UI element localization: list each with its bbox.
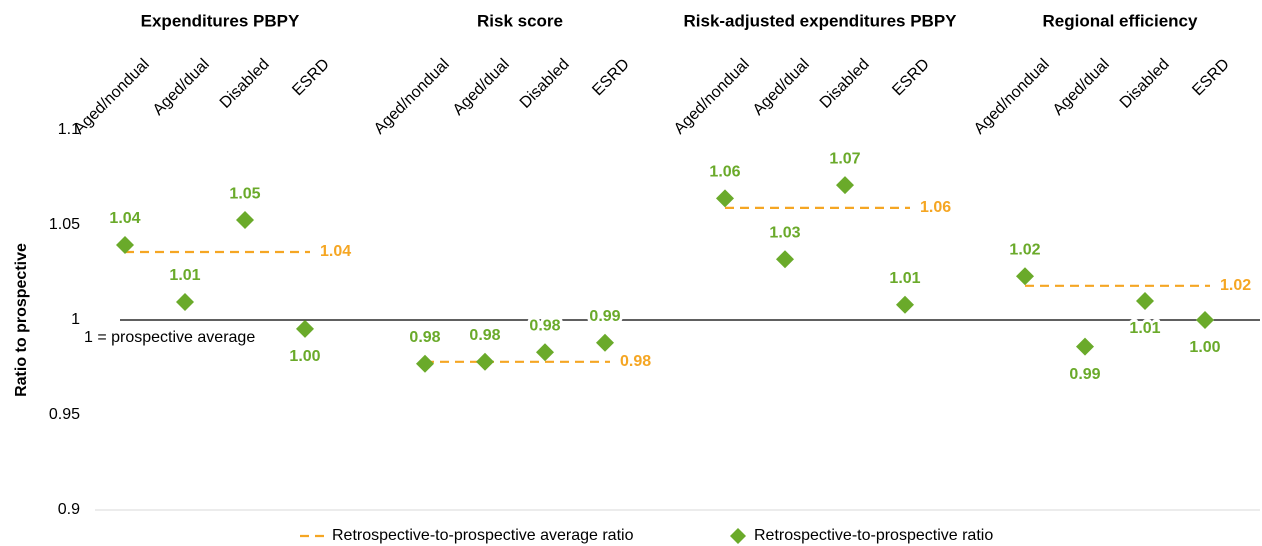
diamond	[596, 333, 614, 352]
panel-title: Risk-adjusted expenditures PBPY	[683, 11, 957, 30]
panel-title: Risk score	[477, 11, 563, 30]
category-label: Aged/nondual	[971, 56, 1053, 138]
category-label: Aged/nondual	[71, 56, 153, 138]
diamond	[896, 295, 914, 314]
diamond	[236, 211, 254, 230]
diamond	[776, 250, 794, 269]
value-label: 1.07	[829, 150, 860, 167]
diamond	[416, 354, 434, 373]
value-label: 1.06	[709, 164, 740, 181]
category-label: Aged/nondual	[671, 56, 753, 138]
value-label: 1.00	[289, 348, 320, 365]
category-label: ESRD	[289, 56, 332, 99]
value-label: 1.03	[769, 224, 800, 241]
category-label: ESRD	[1189, 56, 1232, 99]
category-label: Aged/dual	[750, 56, 813, 119]
diamond	[116, 235, 134, 254]
diamond	[1076, 337, 1094, 356]
diamond	[536, 343, 554, 362]
diamond	[1196, 311, 1214, 329]
y-tick-label: 0.9	[58, 501, 80, 518]
value-label: 1.02	[1009, 242, 1040, 259]
panel-title: Regional efficiency	[1043, 11, 1198, 30]
annotation: 1 = prospective average	[84, 329, 255, 346]
value-label: 1.01	[1129, 320, 1160, 337]
diamond	[296, 319, 314, 338]
legend-label: Retrospective-to-prospective ratio	[754, 527, 993, 544]
value-label: 0.98	[409, 329, 440, 346]
average-label: 1.04	[320, 243, 351, 260]
legend-swatch	[730, 528, 746, 544]
value-label: 1.04	[109, 210, 140, 227]
y-tick-label: 1.05	[49, 216, 80, 233]
y-tick-label: 1.1	[58, 121, 80, 138]
category-label: Disabled	[517, 56, 573, 112]
average-label: 1.02	[1220, 277, 1251, 294]
value-label: 1.01	[889, 270, 920, 287]
diamond	[836, 176, 854, 195]
diamond	[716, 189, 734, 208]
value-label: 1.05	[229, 185, 260, 202]
diamond	[176, 292, 194, 311]
category-label: Aged/dual	[1050, 56, 1113, 119]
average-label: 1.06	[920, 199, 951, 216]
y-tick-label: 1	[71, 311, 80, 328]
diamond	[476, 352, 494, 371]
value-label: 1.00	[1189, 339, 1220, 356]
category-label: ESRD	[889, 56, 932, 99]
category-label: Disabled	[1117, 56, 1173, 112]
category-label: Aged/dual	[150, 56, 213, 119]
value-label: 0.98	[469, 327, 500, 344]
category-label: Aged/dual	[450, 56, 513, 119]
category-label: Disabled	[817, 56, 873, 112]
value-label: 0.99	[589, 308, 620, 325]
category-label: Disabled	[217, 56, 273, 112]
y-axis-label: Ratio to prospective	[13, 243, 30, 397]
panel-title: Expenditures PBPY	[141, 11, 300, 30]
value-label: 0.98	[529, 318, 560, 335]
category-label: ESRD	[589, 56, 632, 99]
value-label: 1.01	[169, 267, 200, 284]
average-label: 0.98	[620, 353, 651, 370]
diamond	[1016, 267, 1034, 286]
category-label: Aged/nondual	[371, 56, 453, 138]
value-label: 0.99	[1069, 366, 1100, 383]
diamond	[1136, 292, 1154, 310]
legend-label: Retrospective-to-prospective average rat…	[332, 527, 634, 544]
y-tick-label: 0.95	[49, 406, 80, 423]
